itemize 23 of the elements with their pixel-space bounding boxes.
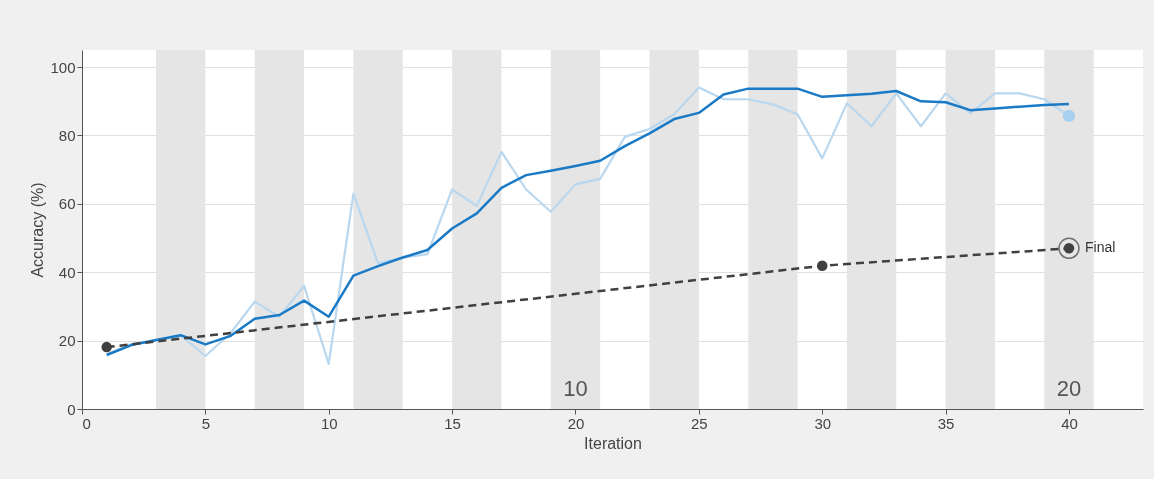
y-tick-label: 80 xyxy=(58,126,76,144)
band-label: 10 xyxy=(563,376,588,401)
point xyxy=(1062,109,1076,123)
x-tick-label: 30 xyxy=(814,414,832,432)
y-tick-label: 0 xyxy=(67,400,76,418)
y-tick-label: 100 xyxy=(50,58,76,76)
y-tick-label: 40 xyxy=(58,263,76,281)
x-tick-label: 20 xyxy=(567,414,585,432)
x-tick-label: 0 xyxy=(82,414,91,432)
y-tick-label: 60 xyxy=(58,195,76,213)
y-tick-label: 20 xyxy=(58,332,76,350)
x-tick-label: 40 xyxy=(1061,414,1078,432)
x-axis-title: Iteration xyxy=(584,434,642,452)
x-tick-label: 35 xyxy=(937,414,955,432)
x-tick-label: 10 xyxy=(320,414,338,432)
x-tick-label: 25 xyxy=(691,414,708,432)
x-tick-label: 5 xyxy=(201,414,211,432)
point xyxy=(101,341,112,353)
x-tick-label: 15 xyxy=(444,414,461,432)
annotation: Final xyxy=(1084,239,1116,256)
point xyxy=(816,260,828,271)
y-axis-title: Accuracy (%) xyxy=(29,182,47,278)
band-label: 20 xyxy=(1056,376,1082,401)
